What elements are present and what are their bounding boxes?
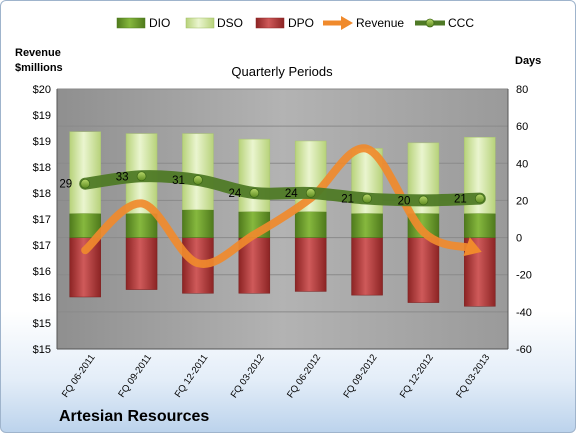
- legend-item-ccc: CCC: [415, 16, 474, 30]
- bar-dio: [464, 213, 496, 238]
- legend: DIO DSO DPO Revenue CCC: [116, 16, 474, 30]
- ccc-marker: [418, 195, 429, 206]
- left-tick-label: $16: [33, 266, 51, 278]
- left-axis-title-line2: $millions: [15, 62, 63, 74]
- bars-group: [69, 131, 496, 307]
- legend-label-ccc: CCC: [448, 16, 474, 30]
- right-tick-label: -20: [516, 270, 532, 282]
- legend-ccc-marker: [425, 18, 435, 28]
- bar-dio: [182, 209, 214, 238]
- category-label: FQ 09-2012: [341, 352, 379, 400]
- bar-dio: [294, 211, 327, 238]
- right-tick-label: 60: [516, 121, 528, 133]
- bar-dpo: [351, 237, 383, 296]
- bar-dso: [69, 131, 101, 214]
- bar-dpo: [294, 237, 327, 292]
- right-tick-label: 0: [516, 233, 522, 245]
- bar-dio: [351, 213, 383, 238]
- left-axis-title-line1: Revenue: [15, 47, 61, 59]
- right-tick-label: -40: [516, 307, 532, 319]
- left-tick-label: $15: [33, 344, 51, 356]
- left-tick-label: $17: [33, 240, 51, 252]
- chart-subtitle: Quarterly Periods: [231, 64, 333, 79]
- ccc-data-label: 21: [454, 194, 467, 206]
- ccc-marker: [80, 178, 91, 189]
- right-tick-label: 80: [516, 84, 528, 96]
- bar-dpo: [125, 237, 158, 290]
- legend-item-dio: DIO: [116, 16, 170, 30]
- ccc-data-label: 24: [229, 188, 242, 200]
- bar-dso: [182, 133, 214, 210]
- revenue-line: [81, 144, 475, 268]
- ccc-series: 29 33 31 24 24 21 20 21: [59, 170, 486, 207]
- ccc-data-label: 31: [172, 175, 185, 187]
- legend-label-dso: DSO: [217, 16, 243, 30]
- ccc-data-label: 21: [341, 194, 354, 206]
- ccc-data-label: 29: [59, 179, 72, 191]
- revenue-series: [81, 144, 482, 268]
- category-label: FQ 03-2012: [229, 352, 267, 400]
- left-tick-label: $17: [33, 214, 51, 226]
- revenue-arrowhead: [463, 237, 482, 257]
- left-tick-label: $18: [33, 162, 51, 174]
- ccc-marker: [249, 188, 260, 198]
- legend-swatch-dpo: [255, 17, 285, 29]
- bar-dpo: [238, 237, 271, 294]
- legend-revenue-arrowhead: [341, 16, 353, 30]
- category-label: FQ 12-2011: [173, 352, 211, 399]
- category-label: FQ 12-2012: [398, 352, 436, 400]
- bar-dso: [238, 138, 271, 212]
- ccc-marker: [474, 193, 485, 204]
- category-labels: FQ 06-2011 FQ 09-2011 FQ 12-2011 FQ 03-2012…: [60, 352, 492, 400]
- legend-label-dio: DIO: [149, 16, 170, 30]
- bar-dio: [125, 213, 158, 238]
- ccc-data-label: 33: [116, 171, 129, 183]
- left-axis-ticks: $20 $19 $19 $18 $18 $17 $17 $16 $16 $15 $15: [33, 84, 51, 356]
- right-axis-ticks: 80 60 40 20 0 -20 -40 -60: [516, 84, 532, 356]
- legend-item-dpo: DPO: [255, 16, 314, 30]
- left-tick-label: $15: [33, 318, 51, 330]
- right-tick-label: 40: [516, 158, 528, 170]
- company-name: Artesian Resources: [59, 408, 209, 425]
- ccc-data-label: 24: [285, 188, 298, 200]
- legend-label-revenue: Revenue: [356, 16, 404, 30]
- category-label: FQ 03-2013: [454, 352, 492, 400]
- legend-item-revenue: Revenue: [323, 16, 404, 30]
- legend-swatch-dso: [185, 17, 215, 29]
- legend-item-dso: DSO: [185, 16, 243, 30]
- right-tick-label: 20: [516, 195, 528, 207]
- category-label: FQ 06-2011: [60, 352, 98, 399]
- ccc-marker: [362, 193, 372, 204]
- right-axis-title: Days: [515, 55, 541, 67]
- left-tick-label: $18: [33, 188, 51, 200]
- bar-dpo: [407, 237, 440, 303]
- left-tick-label: $19: [33, 110, 51, 122]
- legend-swatch-dio: [116, 17, 146, 29]
- right-tick-label: -60: [516, 344, 532, 356]
- left-tick-label: $20: [33, 84, 51, 96]
- category-label: FQ 06-2012: [285, 352, 323, 400]
- ccc-marker: [305, 188, 316, 198]
- left-tick-label: $16: [33, 292, 51, 304]
- category-label: FQ 09-2011: [116, 352, 154, 399]
- ccc-marker: [136, 171, 147, 182]
- left-tick-label: $19: [33, 136, 51, 148]
- ccc-data-label: 20: [398, 195, 411, 207]
- legend-label-dpo: DPO: [288, 16, 314, 30]
- ccc-marker: [193, 175, 203, 185]
